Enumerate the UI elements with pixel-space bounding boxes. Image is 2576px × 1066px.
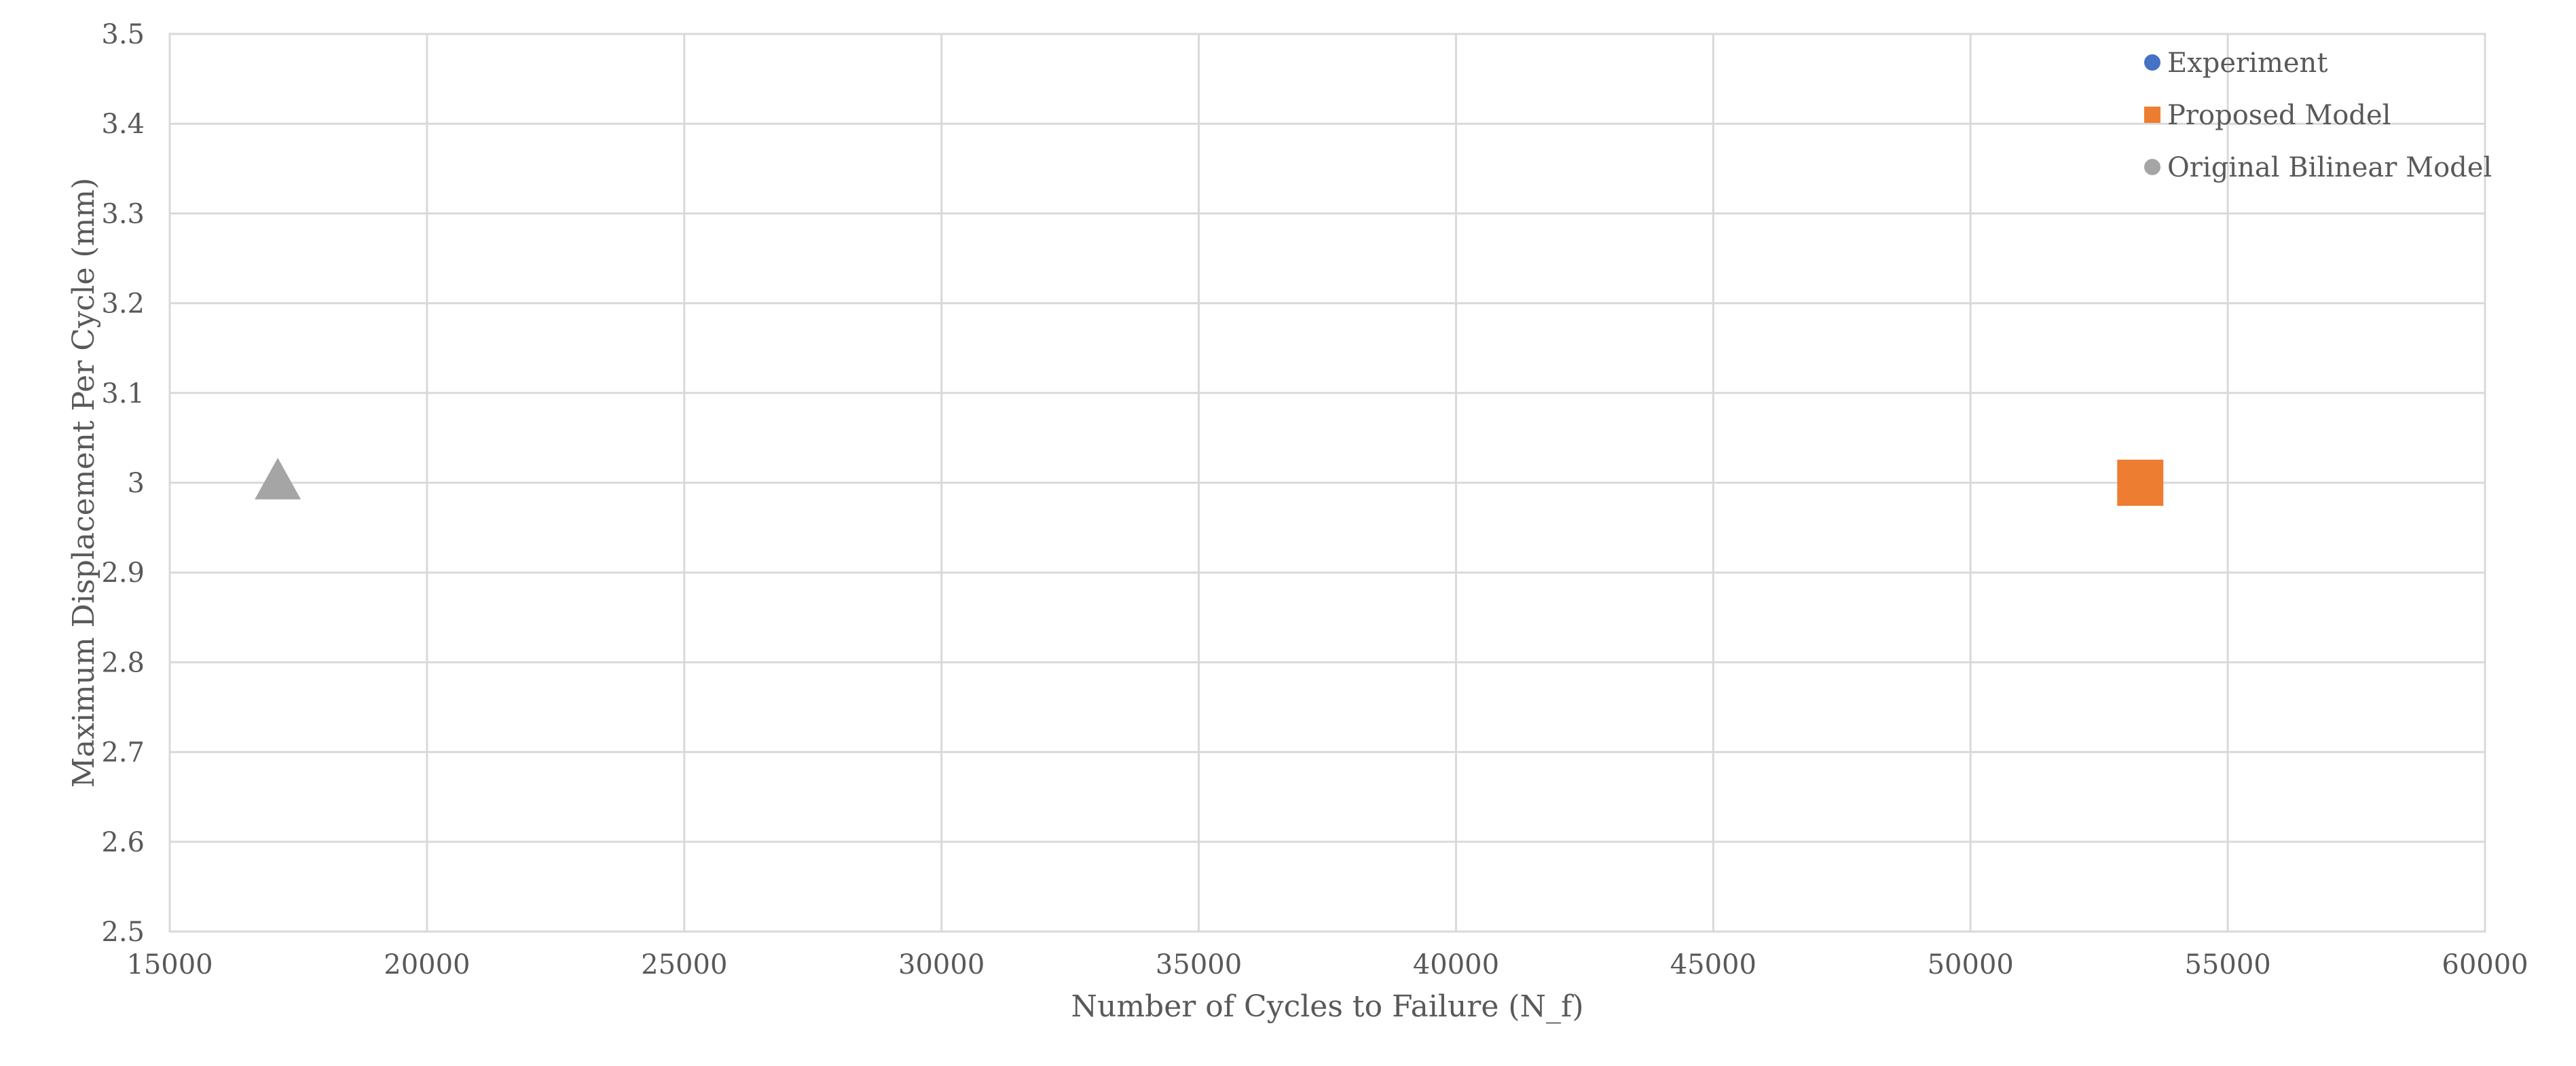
legend-marker — [2144, 159, 2160, 175]
data-point — [255, 458, 301, 500]
data-points — [255, 458, 2164, 506]
x-tick-label: 30000 — [898, 949, 985, 980]
y-tick-label: 3.2 — [101, 289, 145, 320]
x-tick-label: 60000 — [2442, 949, 2528, 980]
x-tick-label: 20000 — [384, 949, 470, 980]
y-tick-label: 3.3 — [101, 198, 145, 229]
legend-label: Experiment — [2167, 48, 2327, 79]
y-axis-ticks: 2.5 2.6 2.7 2.8 2.9 3 3.1 3.2 3.3 3.4 3.5 — [101, 19, 145, 948]
y-tick-label: 3.5 — [101, 19, 145, 50]
y-tick-label: 2.7 — [101, 737, 145, 769]
legend-marker — [2144, 54, 2160, 71]
y-tick-label: 2.6 — [101, 827, 145, 858]
x-tick-label: 25000 — [641, 949, 727, 980]
x-tick-label: 15000 — [126, 949, 213, 980]
legend-label: Proposed Model — [2167, 100, 2391, 131]
x-tick-label: 35000 — [1156, 949, 1242, 980]
x-tick-label: 40000 — [1413, 949, 1499, 980]
y-tick-label: 2.8 — [101, 647, 145, 678]
x-tick-label: 45000 — [1670, 949, 1756, 980]
x-tick-label: 50000 — [1928, 949, 2014, 980]
plot-area — [168, 33, 2486, 933]
legend-marker — [2144, 107, 2160, 123]
legend: Experiment Proposed Model Original Bilinea… — [2144, 48, 2492, 183]
y-tick-label: 2.5 — [101, 917, 145, 948]
x-axis-title: Number of Cycles to Failure (N_f) — [1071, 989, 1584, 1024]
y-tick-label: 3 — [128, 468, 145, 499]
y-tick-label: 3.1 — [101, 378, 145, 409]
y-tick-label: 2.9 — [101, 557, 145, 589]
x-tick-label: 55000 — [2184, 949, 2270, 980]
data-point — [2117, 460, 2164, 506]
x-axis-ticks: 15000 20000 25000 30000 35000 40000 45000 50000… — [126, 949, 2528, 980]
y-axis-title: Maximum Displacement Per Cycle (mm) — [67, 178, 101, 788]
legend-label: Original Bilinear Model — [2167, 152, 2492, 183]
y-tick-label: 3.4 — [101, 109, 145, 140]
